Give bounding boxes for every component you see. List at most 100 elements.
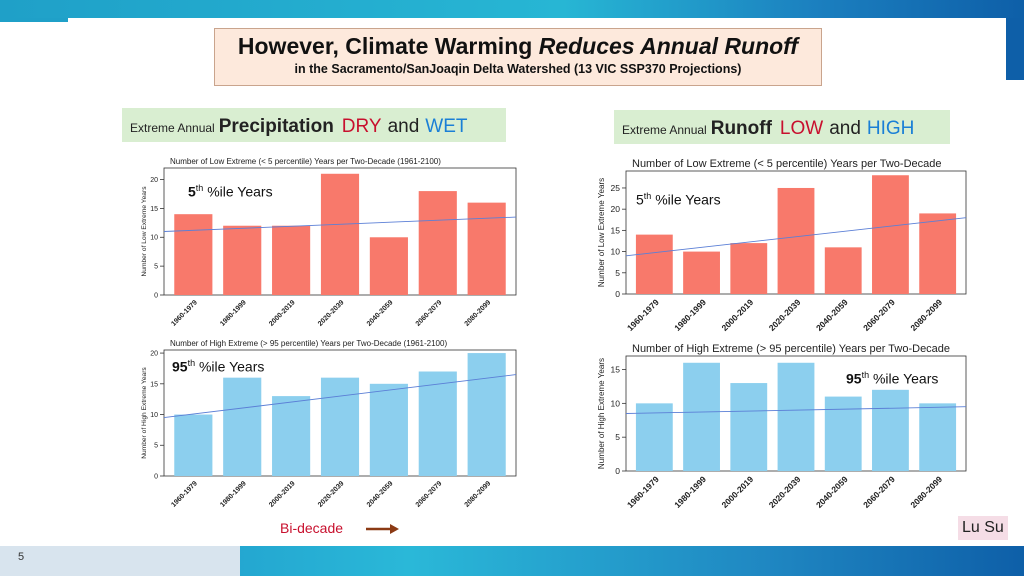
precip-low-annotation: 5th %ile Years bbox=[188, 183, 273, 200]
anno-num: 95 bbox=[172, 358, 188, 375]
right-arrow-icon bbox=[366, 524, 399, 534]
x-tick-label: 2040-2059 bbox=[814, 297, 850, 333]
x-tick-label: 1980-1999 bbox=[219, 299, 248, 328]
x-tick-label: 2000-2019 bbox=[719, 474, 755, 510]
anno-sup: th bbox=[187, 358, 196, 368]
precip-label-big: Precipitation bbox=[218, 116, 334, 137]
runoff-label-big: Runoff bbox=[710, 118, 772, 139]
y-tick-label: 15 bbox=[611, 365, 621, 375]
chart-title: Number of High Extreme (> 95 percentile)… bbox=[170, 339, 447, 348]
x-tick-label: 2000-2019 bbox=[268, 299, 297, 328]
bar bbox=[683, 362, 720, 471]
x-tick-label: 2020-2039 bbox=[317, 299, 346, 328]
y-tick-label: 10 bbox=[611, 398, 621, 408]
x-tick-label: 2080-2099 bbox=[464, 480, 493, 509]
slide-number: 5 bbox=[18, 551, 25, 563]
bar bbox=[635, 234, 673, 294]
x-tick-label: 2060-2079 bbox=[861, 474, 897, 510]
chart-title: Number of Low Extreme (< 5 percentile) Y… bbox=[170, 157, 441, 166]
y-tick-label: 5 bbox=[154, 264, 158, 271]
plot-frame bbox=[625, 170, 967, 295]
trend-line bbox=[163, 374, 517, 419]
bar bbox=[872, 389, 909, 471]
bar bbox=[919, 213, 957, 294]
anno-num: 5 bbox=[636, 191, 644, 208]
y-tick-label: 5 bbox=[615, 268, 620, 278]
y-tick-label: 0 bbox=[615, 289, 620, 299]
y-axis-label: Number of Low Extreme Years bbox=[597, 178, 606, 287]
bar bbox=[777, 187, 815, 294]
anno-text: %ile Years bbox=[195, 358, 265, 375]
bar bbox=[174, 214, 213, 295]
trend-line bbox=[163, 216, 517, 232]
x-tick-label: 2020-2039 bbox=[317, 480, 346, 509]
top-decor-bar bbox=[0, 0, 1024, 18]
y-axis-label: Number of High Extreme Years bbox=[597, 358, 606, 469]
trend-line bbox=[625, 406, 967, 414]
x-tick-label: 2040-2059 bbox=[366, 299, 395, 328]
anno-text: %ile Years bbox=[651, 191, 721, 208]
y-tick-label: 15 bbox=[150, 206, 158, 213]
bar bbox=[174, 414, 213, 476]
bar bbox=[635, 403, 673, 471]
trend-line bbox=[625, 217, 967, 257]
bar bbox=[320, 377, 360, 476]
y-tick-label: 10 bbox=[611, 247, 621, 257]
y-tick-label: 0 bbox=[154, 473, 158, 480]
runoff-label-high: HIGH bbox=[866, 118, 915, 139]
x-tick-label: 2040-2059 bbox=[366, 480, 395, 509]
anno-num: 5 bbox=[188, 183, 196, 200]
bar bbox=[320, 173, 360, 295]
anno-text: %ile Years bbox=[203, 183, 273, 200]
bar bbox=[777, 362, 815, 471]
x-tick-label: 2060-2079 bbox=[415, 299, 444, 328]
x-tick-label: 2000-2019 bbox=[268, 480, 297, 509]
bar bbox=[824, 396, 862, 471]
y-tick-label: 10 bbox=[150, 412, 158, 419]
bar bbox=[683, 251, 720, 294]
title-italic: Reduces Annual Runoff bbox=[538, 33, 799, 59]
precip-label-small: Extreme Annual bbox=[130, 121, 215, 135]
right-decor-bar bbox=[1006, 18, 1024, 80]
y-tick-label: 25 bbox=[611, 183, 621, 193]
runoff-low-annotation: 5th %ile Years bbox=[636, 191, 721, 208]
bar bbox=[223, 225, 262, 295]
y-tick-label: 5 bbox=[154, 443, 158, 450]
author-name: Lu Su bbox=[958, 516, 1008, 540]
bar bbox=[369, 383, 408, 476]
anno-sup: th bbox=[861, 370, 870, 380]
x-tick-label: 2020-2039 bbox=[767, 297, 803, 333]
x-tick-label: 1960-1979 bbox=[170, 480, 199, 509]
runoff-label-small: Extreme Annual bbox=[622, 123, 707, 137]
x-tick-label: 2000-2019 bbox=[719, 297, 755, 333]
x-tick-label: 2040-2059 bbox=[814, 474, 850, 510]
y-tick-label: 5 bbox=[615, 432, 620, 442]
chart-title: Number of High Extreme (> 95 percentile)… bbox=[632, 343, 950, 355]
runoff-panel-label: Extreme Annual Runoff LOW and HIGH bbox=[614, 110, 950, 144]
bar bbox=[467, 353, 506, 476]
chart-title: Number of Low Extreme (< 5 percentile) Y… bbox=[632, 158, 941, 170]
bar bbox=[418, 371, 457, 476]
bar bbox=[223, 377, 262, 476]
runoff-label-and: and bbox=[829, 118, 861, 139]
bar bbox=[272, 225, 311, 295]
x-tick-label: 2080-2099 bbox=[908, 297, 944, 333]
anno-text: %ile Years bbox=[869, 370, 939, 387]
precip-label-dry: DRY bbox=[341, 116, 382, 137]
bar bbox=[730, 383, 768, 471]
bar bbox=[919, 403, 957, 471]
precip-panel-label: Extreme Annual Precipitation DRY and WET bbox=[122, 108, 506, 142]
y-tick-label: 0 bbox=[615, 466, 620, 476]
runoff-high-annotation: 95th %ile Years bbox=[846, 370, 938, 387]
x-tick-label: 1980-1999 bbox=[672, 474, 708, 510]
y-axis-label: Number of Low Extreme Years bbox=[141, 186, 148, 277]
bar bbox=[467, 202, 506, 295]
bar bbox=[272, 396, 311, 476]
y-tick-label: 20 bbox=[150, 177, 158, 184]
bar bbox=[730, 243, 768, 294]
bottom-decor-left bbox=[0, 546, 240, 576]
x-tick-label: 1980-1999 bbox=[672, 297, 708, 333]
anno-sup: th bbox=[643, 191, 652, 201]
